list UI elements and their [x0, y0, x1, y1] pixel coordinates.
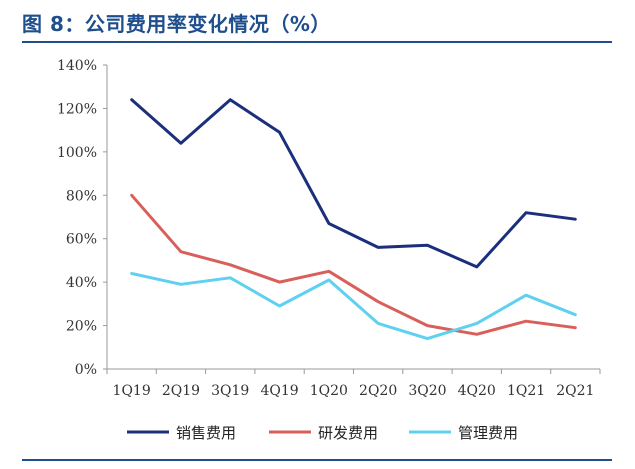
- series-line-管理费用: [130, 272, 577, 341]
- y-tick-label: 120%: [57, 101, 97, 117]
- title-divider: [22, 41, 612, 43]
- x-tick-label: 2Q20: [359, 383, 397, 399]
- x-tick-label: 4Q20: [458, 383, 496, 399]
- series-line-研发费用: [130, 193, 577, 336]
- x-tick-label: 3Q20: [408, 383, 446, 399]
- x-tick-label: 4Q19: [260, 383, 298, 399]
- series-line-销售费用: [130, 98, 577, 269]
- x-axis-ticks: 1Q19 2Q19 3Q19 4Q19 1Q20 2Q20 3Q20 4Q20 1Q21 2Q21: [106, 369, 601, 399]
- bottom-divider: [22, 459, 612, 461]
- y-axis-ticks: 0% 20% 40% 60% 80% 100% 120% 140%: [57, 58, 107, 378]
- chart-title: 图 8：公司费用率变化情况（%）: [22, 12, 331, 36]
- y-tick-label: 80%: [66, 188, 97, 204]
- chart-legend: 销售费用 研发费用 管理费用: [127, 424, 518, 442]
- y-tick-label: 0%: [75, 362, 97, 378]
- legend-label: 销售费用: [176, 424, 236, 442]
- legend-label: 研发费用: [318, 424, 378, 442]
- x-tick-label: 2Q21: [556, 383, 594, 399]
- y-tick-label: 100%: [57, 145, 97, 161]
- x-tick-label: 1Q21: [507, 383, 545, 399]
- chart-lines: [130, 98, 577, 341]
- y-tick-label: 140%: [57, 58, 97, 74]
- x-tick-label: 1Q19: [113, 383, 151, 399]
- legend-label: 管理费用: [458, 424, 518, 442]
- x-tick-label: 3Q19: [211, 383, 249, 399]
- y-tick-label: 20%: [66, 319, 97, 335]
- y-tick-label: 60%: [66, 232, 97, 248]
- chart-axes: [106, 65, 600, 370]
- x-tick-label: 2Q19: [162, 383, 200, 399]
- y-tick-label: 40%: [66, 275, 97, 291]
- x-tick-label: 1Q20: [310, 383, 348, 399]
